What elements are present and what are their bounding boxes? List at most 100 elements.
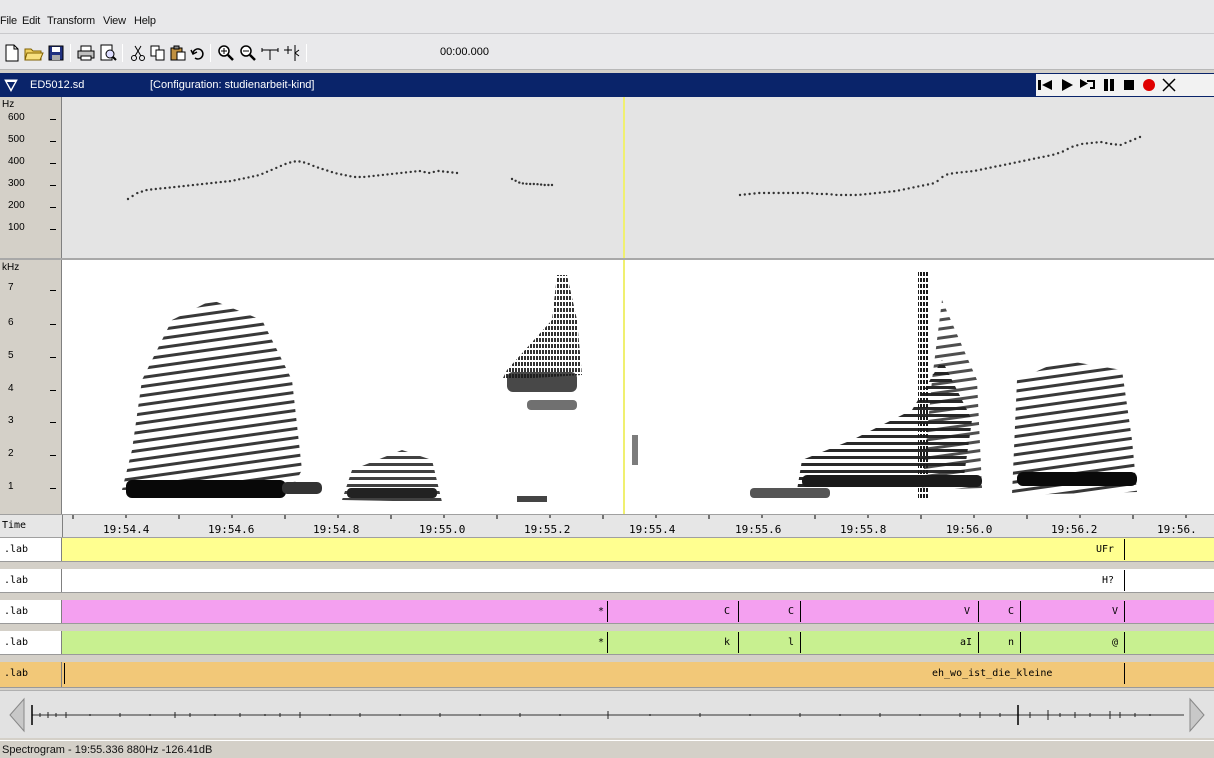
pitch-track (126, 97, 1142, 258)
pitch-point (844, 193, 848, 197)
segment-label[interactable]: n (1008, 637, 1015, 648)
new-file-icon[interactable] (2, 43, 22, 63)
pitch-point (1071, 145, 1074, 148)
segment-label[interactable]: UFr (1096, 544, 1115, 555)
zoom-out-icon[interactable] (238, 43, 258, 63)
menu-file[interactable]: File (0, 15, 17, 27)
tier-body[interactable]: * C C V C V (62, 600, 1214, 623)
zoom-in-icon[interactable] (216, 43, 236, 63)
pitch-point (950, 172, 954, 175)
pitch-point (1023, 159, 1026, 162)
pitch-point (381, 173, 385, 177)
segment-label[interactable]: @ (1112, 637, 1119, 648)
time-tick: 19:56. (1157, 523, 1197, 536)
segment-label[interactable]: * (598, 606, 605, 617)
segment-label[interactable]: * (598, 637, 605, 648)
paste-icon[interactable] (168, 43, 188, 63)
pitch-point (182, 184, 185, 188)
segment-label[interactable]: H? (1102, 575, 1115, 586)
spectrogram-image (122, 260, 1137, 516)
pitch-tick: 400 (8, 156, 25, 167)
stop-icon[interactable] (1120, 77, 1138, 93)
save-icon[interactable] (46, 43, 66, 63)
playback-cursor[interactable] (623, 97, 625, 258)
pitch-point (159, 187, 162, 190)
pitch-point (806, 191, 809, 195)
menu-help[interactable]: Help (134, 15, 156, 27)
collapse-triangle-icon[interactable] (4, 78, 18, 92)
tier-name: .lab (0, 662, 62, 687)
time-axis: Time 19:54.4 19:54.6 19:54.8 19:55.0 19:… (0, 514, 1214, 538)
menu-edit[interactable]: Edit (22, 15, 41, 27)
tier-body[interactable]: eh_wo_ist_die_kleine (62, 662, 1214, 687)
pitch-point (414, 170, 417, 173)
segment-label[interactable]: C (788, 606, 795, 617)
pitch-point (864, 193, 867, 196)
spectrogram-panel: kHz 7 6 5 4 3 2 1 (0, 258, 1214, 516)
segment-label[interactable]: C (1008, 606, 1015, 617)
copy-icon[interactable] (148, 43, 168, 63)
undo-icon[interactable] (188, 43, 208, 63)
segment-label[interactable]: V (1112, 606, 1119, 617)
pitch-point (873, 192, 877, 195)
tier-body[interactable]: H? (62, 569, 1214, 592)
pitch-point (228, 180, 232, 183)
pitch-point (455, 171, 459, 175)
tier-name: .lab (0, 631, 62, 654)
pitch-point (289, 161, 292, 164)
scroll-right-icon[interactable] (1189, 697, 1205, 733)
pitch-point (1008, 162, 1012, 165)
pitch-axis: Hz 600 500 400 300 200 100 (0, 97, 62, 258)
pitch-point (936, 179, 939, 183)
pitch-point (791, 191, 795, 195)
menu-view[interactable]: View (103, 15, 126, 27)
pitch-point (1124, 141, 1127, 145)
zoom-fit-icon[interactable] (282, 43, 302, 63)
pitch-point (796, 191, 799, 195)
play-icon[interactable] (1058, 77, 1076, 93)
skip-to-start-icon[interactable] (1036, 77, 1054, 93)
pitch-point (1013, 161, 1016, 164)
segment-label[interactable]: C (724, 606, 731, 617)
document-title: ED5012.sd (30, 79, 85, 91)
spectrogram-plot[interactable] (62, 260, 1214, 516)
record-icon[interactable] (1140, 77, 1158, 93)
pitch-point (173, 185, 176, 189)
pitch-point (196, 183, 199, 186)
tier-body[interactable]: * k l aI n @ (62, 631, 1214, 654)
frequency-tick: 2 (8, 448, 14, 459)
pitch-point (859, 193, 862, 196)
pitch-point (902, 188, 906, 191)
open-folder-icon[interactable] (24, 43, 44, 63)
pitch-point (1105, 141, 1108, 145)
close-icon[interactable] (1160, 77, 1178, 93)
time-ruler[interactable]: 19:54.4 19:54.6 19:54.8 19:55.0 19:55.2 … (62, 515, 1214, 537)
pitch-point (849, 193, 852, 197)
pause-icon[interactable] (1100, 77, 1118, 93)
pitch-plot[interactable] (62, 97, 1214, 258)
pitch-point (395, 172, 398, 175)
tier-body[interactable]: UFr (62, 538, 1214, 561)
print-icon[interactable] (76, 43, 96, 63)
pitch-point (390, 172, 394, 176)
segment-label[interactable]: k (724, 637, 731, 648)
pitch-point (1129, 139, 1132, 143)
print-preview-icon[interactable] (98, 43, 118, 63)
menu-transform[interactable]: Transform (47, 15, 95, 27)
pitch-point (330, 170, 334, 174)
scroll-left-icon[interactable] (9, 697, 25, 733)
zoom-selection-icon[interactable] (260, 43, 280, 63)
cut-icon[interactable] (128, 43, 148, 63)
pitch-point (748, 192, 751, 196)
segment-label[interactable]: aI (960, 637, 973, 648)
pitch-point (941, 175, 944, 179)
pitch-point (377, 174, 380, 177)
time-tick: 19:54.4 (103, 523, 150, 536)
segment-label[interactable]: l (788, 637, 795, 648)
play-loop-icon[interactable] (1078, 77, 1096, 93)
pitch-point (340, 173, 343, 176)
overview-scroller[interactable] (0, 690, 1214, 738)
segment-label[interactable]: V (964, 606, 971, 617)
pitch-point (1109, 142, 1113, 146)
segment-label[interactable]: eh_wo_ist_die_kleine (932, 668, 1053, 679)
